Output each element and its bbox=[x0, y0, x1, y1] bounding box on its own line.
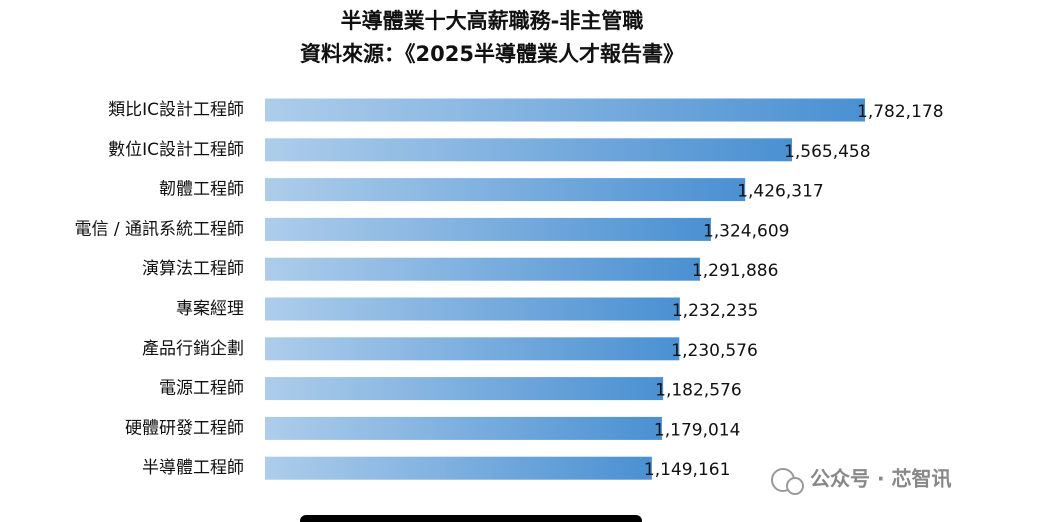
watermark-icon bbox=[771, 468, 804, 495]
bar bbox=[265, 178, 746, 202]
watermark: 公众号 · 芯智讯 bbox=[810, 467, 952, 491]
value-label: 1,149,161 bbox=[644, 460, 731, 480]
y-tick-label: 產品行銷企劃 bbox=[142, 339, 244, 359]
home-indicator bbox=[300, 515, 642, 522]
bar bbox=[265, 138, 793, 162]
chart-subtitle: 資料來源：《2025半導體業人才報告書》 bbox=[300, 42, 684, 66]
bar bbox=[265, 377, 664, 401]
bar bbox=[265, 257, 700, 281]
value-label: 1,232,235 bbox=[672, 301, 759, 321]
value-label: 1,291,886 bbox=[692, 261, 779, 281]
value-label: 1,565,458 bbox=[784, 142, 871, 162]
value-label: 1,782,178 bbox=[857, 102, 944, 122]
y-tick-label: 電信 / 通訊系統工程師 bbox=[74, 219, 244, 239]
y-tick-label: 專案經理 bbox=[176, 299, 244, 319]
value-label: 1,426,317 bbox=[737, 182, 824, 202]
bar bbox=[265, 416, 662, 440]
bar bbox=[265, 297, 680, 321]
bar bbox=[265, 456, 652, 480]
y-tick-label: 韌體工程師 bbox=[159, 180, 244, 200]
bar bbox=[265, 217, 711, 241]
chart-title: 半導體業十大高薪職務-非主管職 bbox=[341, 9, 644, 33]
y-tick-label: 演算法工程師 bbox=[142, 259, 244, 279]
y-tick-label: 類比IC設計工程師 bbox=[108, 100, 244, 120]
value-label: 1,324,609 bbox=[703, 221, 790, 241]
bar bbox=[265, 98, 865, 122]
y-tick-label: 硬體研發工程師 bbox=[125, 418, 244, 438]
y-tick-label: 電源工程師 bbox=[159, 379, 244, 399]
value-label: 1,230,576 bbox=[671, 341, 758, 361]
y-tick-label: 數位IC設計工程師 bbox=[108, 140, 244, 160]
y-tick-label: 半導體工程師 bbox=[142, 458, 244, 478]
bar bbox=[265, 337, 680, 361]
value-label: 1,179,014 bbox=[654, 420, 741, 440]
value-label: 1,182,576 bbox=[655, 381, 742, 401]
